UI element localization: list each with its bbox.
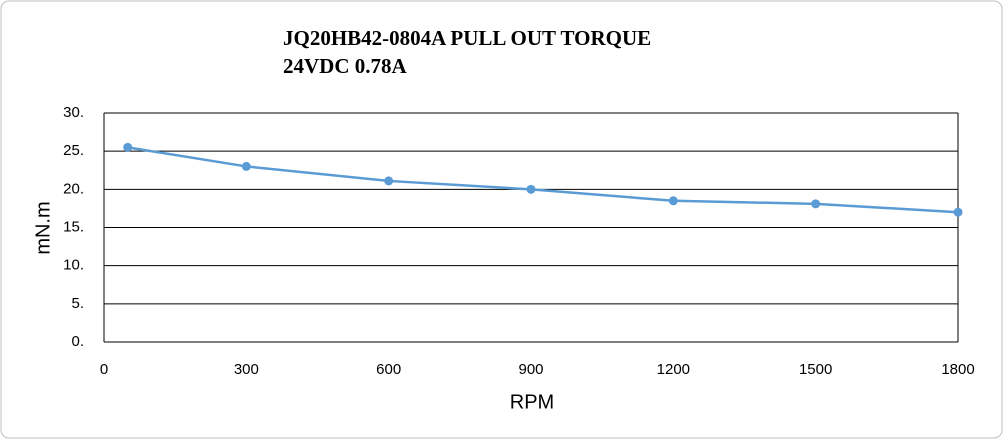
chart-subtitle: 24VDC 0.78A bbox=[283, 54, 407, 78]
y-tick-label: 10. bbox=[63, 257, 84, 274]
data-point bbox=[241, 161, 251, 171]
data-point bbox=[953, 207, 963, 217]
data-point bbox=[123, 142, 133, 152]
data-point bbox=[668, 196, 678, 206]
x-tick-label: 1200 bbox=[657, 361, 690, 378]
y-axis-label: mN.m bbox=[32, 201, 54, 254]
x-tick-label: 300 bbox=[234, 361, 259, 378]
x-tick-label: 0 bbox=[100, 361, 108, 378]
data-point bbox=[811, 199, 821, 209]
y-tick-label: 30. bbox=[63, 104, 84, 121]
x-tick-label: 1800 bbox=[941, 361, 974, 378]
data-point bbox=[526, 184, 536, 194]
y-tick-label: 0. bbox=[71, 333, 84, 350]
y-tick-label: 20. bbox=[63, 180, 84, 197]
x-tick-label: 1500 bbox=[799, 361, 832, 378]
y-tick-label: 5. bbox=[71, 295, 84, 312]
x-tick-label: 900 bbox=[518, 361, 543, 378]
data-point bbox=[384, 176, 394, 186]
y-tick-label: 25. bbox=[63, 142, 84, 159]
chart-title: JQ20HB42-0804A PULL OUT TORQUE bbox=[283, 26, 651, 50]
x-tick-label: 600 bbox=[376, 361, 401, 378]
x-axis-label: RPM bbox=[510, 391, 554, 413]
y-tick-label: 15. bbox=[63, 218, 84, 235]
